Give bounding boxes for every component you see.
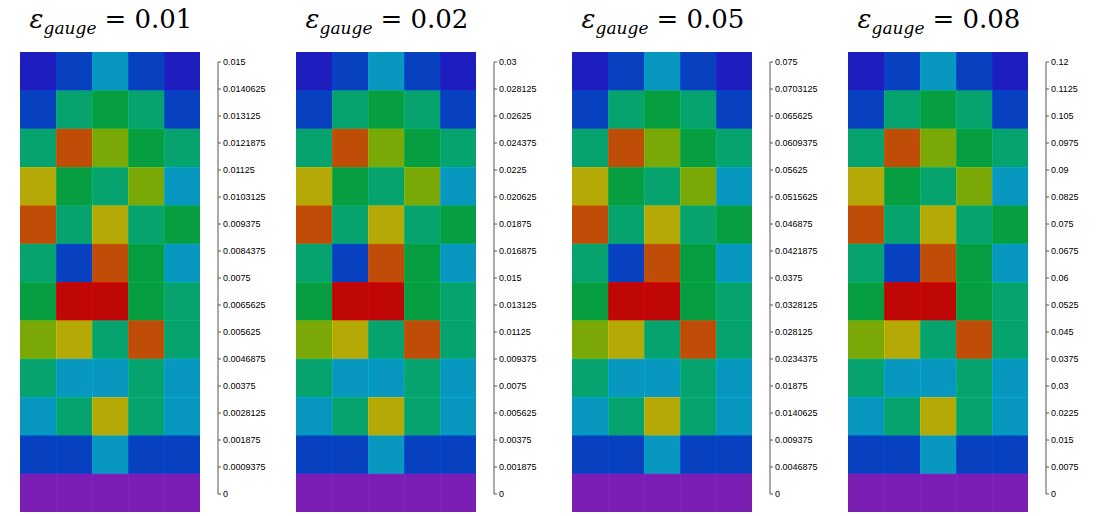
svg-text:0.009375: 0.009375: [775, 435, 813, 445]
svg-text:0.12: 0.12: [1051, 57, 1069, 67]
svg-text:0.0046875: 0.0046875: [775, 462, 818, 472]
svg-text:0.0046875: 0.0046875: [223, 354, 266, 364]
html-text:εgauge = 0.01: εgauge = 0.01: [29, 4, 193, 39]
svg-text:0.0703125: 0.0703125: [775, 84, 818, 94]
svg-text:0.024375: 0.024375: [499, 138, 537, 148]
svg-text:0.0084375: 0.0084375: [223, 246, 266, 256]
html-text:εgauge = 0.05: εgauge = 0.05: [581, 4, 745, 39]
svg-text:0.0825: 0.0825: [1051, 192, 1079, 202]
svg-text:0.0225: 0.0225: [499, 165, 527, 175]
svg-text:0.0065625: 0.0065625: [223, 300, 266, 310]
svg-text:0.046875: 0.046875: [775, 219, 813, 229]
svg-text:0.015: 0.015: [223, 57, 246, 67]
svg-text:0.0525: 0.0525: [1051, 300, 1079, 310]
svg-text:0.015: 0.015: [1051, 435, 1074, 445]
svg-text:0.0075: 0.0075: [499, 381, 527, 391]
svg-text:0.0075: 0.0075: [223, 273, 251, 283]
svg-text:0.009375: 0.009375: [499, 354, 537, 364]
svg-text:0.005625: 0.005625: [499, 408, 537, 418]
svg-text:0.01875: 0.01875: [775, 381, 808, 391]
svg-text:0.0609375: 0.0609375: [775, 138, 818, 148]
svg-text:0.001875: 0.001875: [223, 435, 261, 445]
svg-text:0.075: 0.075: [775, 57, 798, 67]
svg-text:0.0421875: 0.0421875: [775, 246, 818, 256]
svg-text:0.0375: 0.0375: [1051, 354, 1079, 364]
svg-text:0.045: 0.045: [1051, 327, 1074, 337]
svg-text:0.009375: 0.009375: [223, 219, 261, 229]
svg-text:0.0075: 0.0075: [1051, 462, 1079, 472]
svg-text:0.00375: 0.00375: [499, 435, 532, 445]
svg-text:0.013125: 0.013125: [223, 111, 261, 121]
svg-text:0.065625: 0.065625: [775, 111, 813, 121]
svg-text:0.0515625: 0.0515625: [775, 192, 818, 202]
svg-text:0.01125: 0.01125: [223, 165, 255, 175]
svg-text:0.09: 0.09: [1051, 165, 1069, 175]
svg-text:0.01125: 0.01125: [499, 327, 531, 337]
svg-text:0.001875: 0.001875: [499, 462, 537, 472]
svg-text:0.0140625: 0.0140625: [223, 84, 266, 94]
svg-text:0: 0: [1051, 489, 1056, 499]
svg-text:0.0140625: 0.0140625: [775, 408, 818, 418]
svg-text:0.0103125: 0.0103125: [223, 192, 266, 202]
svg-text:0.1125: 0.1125: [1051, 84, 1078, 94]
svg-text:0.03: 0.03: [499, 57, 517, 67]
svg-text:0.02625: 0.02625: [499, 111, 532, 121]
svg-text:0.06: 0.06: [1051, 273, 1069, 283]
svg-text:0.0975: 0.0975: [1051, 138, 1079, 148]
svg-text:0: 0: [775, 489, 780, 499]
svg-text:0.028125: 0.028125: [499, 84, 537, 94]
svg-text:0.01875: 0.01875: [499, 219, 532, 229]
svg-text:0.075: 0.075: [1051, 219, 1074, 229]
svg-text:0.0009375: 0.0009375: [223, 462, 266, 472]
svg-text:0.005625: 0.005625: [223, 327, 261, 337]
svg-text:0: 0: [223, 489, 228, 499]
html-text:εgauge = 0.08: εgauge = 0.08: [857, 4, 1021, 39]
svg-text:0.105: 0.105: [1051, 111, 1074, 121]
svg-text:0.0375: 0.0375: [775, 273, 803, 283]
html-text:εgauge = 0.02: εgauge = 0.02: [305, 4, 469, 39]
svg-text:0.03: 0.03: [1051, 381, 1069, 391]
svg-text:0.0234375: 0.0234375: [775, 354, 818, 364]
svg-text:0.0675: 0.0675: [1051, 246, 1079, 256]
svg-text:0.016875: 0.016875: [499, 246, 537, 256]
svg-text:0.013125: 0.013125: [499, 300, 537, 310]
svg-text:0.05625: 0.05625: [775, 165, 808, 175]
svg-text:0.015: 0.015: [499, 273, 522, 283]
svg-text:0.00375: 0.00375: [223, 381, 256, 391]
svg-text:0.0121875: 0.0121875: [223, 138, 266, 148]
svg-text:0: 0: [499, 489, 504, 499]
svg-text:0.0028125: 0.0028125: [223, 408, 266, 418]
svg-text:0.020625: 0.020625: [499, 192, 537, 202]
svg-text:0.0328125: 0.0328125: [775, 300, 818, 310]
svg-text:0.028125: 0.028125: [775, 327, 813, 337]
svg-text:0.0225: 0.0225: [1051, 408, 1079, 418]
